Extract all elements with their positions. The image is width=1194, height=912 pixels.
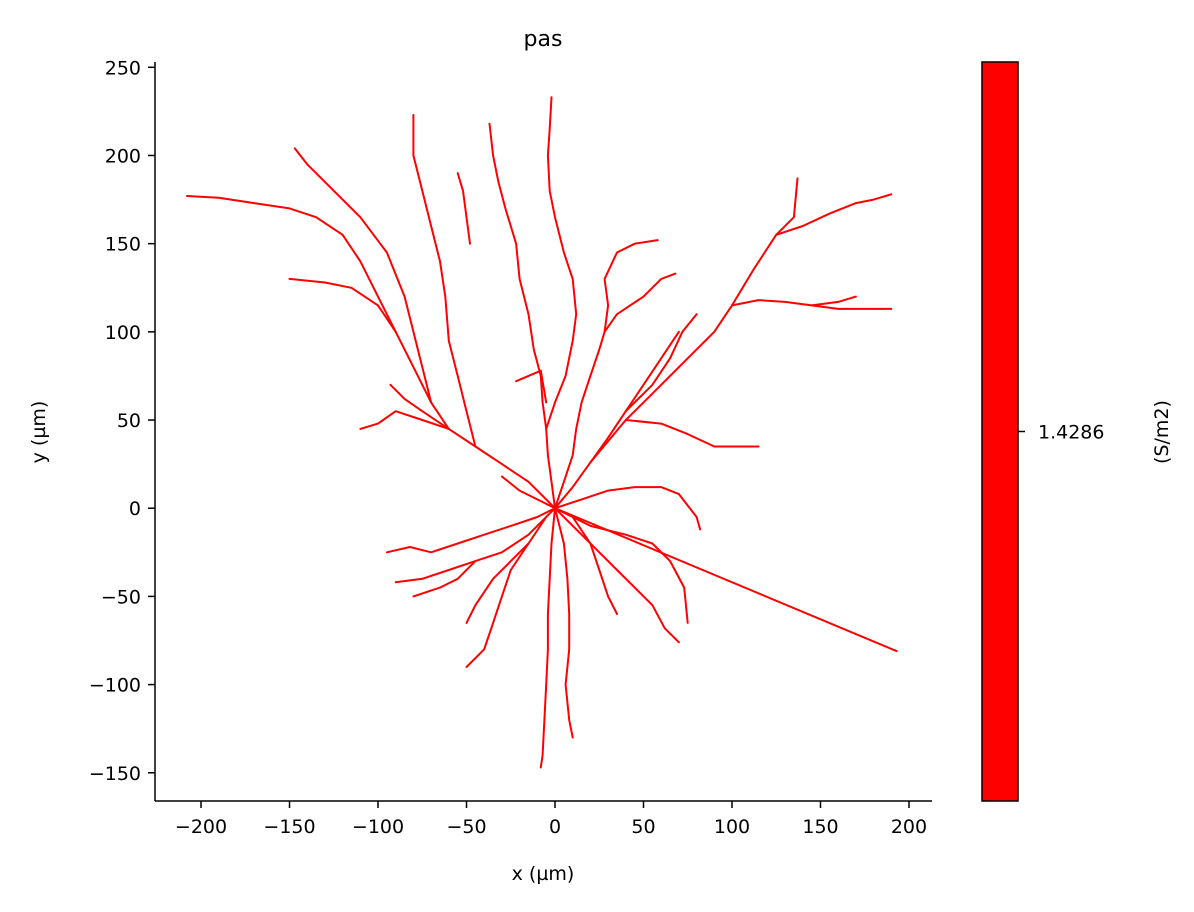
- branch-line: [571, 516, 618, 615]
- y-tick-label: 250: [105, 57, 141, 79]
- branch-line: [810, 304, 893, 310]
- x-tick-label: −50: [446, 816, 486, 838]
- series-layer: [185, 96, 898, 769]
- branch-line: [500, 475, 556, 510]
- x-tick-label: 0: [549, 816, 561, 838]
- branch-line: [385, 507, 556, 554]
- branch-line: [515, 369, 548, 404]
- branch-line: [545, 96, 578, 430]
- branch-line: [465, 542, 530, 624]
- y-tick-label: 200: [105, 145, 141, 167]
- x-tick-label: −200: [175, 816, 227, 838]
- chart-title: pas: [524, 27, 563, 52]
- y-tick-label: 150: [105, 234, 141, 256]
- x-tick-label: −150: [263, 816, 315, 838]
- plot-area: −200 −150 −100 −50 0 50 100 150 200 −150 −100 −50 0…: [89, 57, 932, 838]
- branch-line: [185, 195, 556, 510]
- y-axis-label: y (µm): [28, 401, 50, 464]
- branch-line: [456, 172, 471, 245]
- colorbar: 1.4286 (S/m2): [981, 61, 1173, 802]
- x-ticks: −200 −150 −100 −50 0 50 100 150 200: [175, 801, 927, 838]
- branch-line: [412, 560, 477, 598]
- colorbar-label: (S/m2): [1151, 400, 1173, 464]
- x-tick-label: 100: [714, 816, 750, 838]
- branch-line: [554, 486, 702, 531]
- x-tick-label: 200: [891, 816, 927, 838]
- branch-line: [488, 122, 556, 510]
- y-ticks: −150 −100 −50 0 50 100 150 200 250: [89, 57, 155, 785]
- y-tick-label: 100: [105, 322, 141, 344]
- branch-line: [465, 516, 548, 668]
- branch-line: [389, 383, 450, 430]
- branch-line: [589, 330, 680, 464]
- branch-line: [603, 239, 659, 333]
- colorbar-tick-label: 1.4286: [1038, 422, 1104, 444]
- y-tick-label: −150: [89, 763, 141, 785]
- y-tick-label: −50: [101, 586, 141, 608]
- y-tick-label: −100: [89, 675, 141, 697]
- branch-line: [731, 295, 857, 307]
- branch-line: [554, 507, 680, 644]
- x-tick-label: 150: [802, 816, 838, 838]
- branch-line: [412, 113, 477, 448]
- y-tick-label: 0: [129, 498, 141, 520]
- y-tick-label: 50: [117, 410, 141, 432]
- branch-line: [554, 272, 677, 510]
- branch-line: [624, 419, 760, 448]
- branch-line: [554, 507, 574, 739]
- x-tick-label: −100: [352, 816, 404, 838]
- x-axis-label: x (µm): [512, 863, 575, 885]
- branch-line: [775, 193, 893, 236]
- branch-line: [539, 507, 556, 769]
- branch-line: [288, 277, 397, 333]
- branch-line: [554, 177, 799, 510]
- branch-line: [624, 313, 698, 413]
- colorbar-bar: [981, 61, 1019, 802]
- branch-line: [293, 147, 433, 404]
- branch-line: [554, 507, 689, 624]
- x-tick-label: 50: [631, 816, 655, 838]
- branch-line: [359, 410, 450, 430]
